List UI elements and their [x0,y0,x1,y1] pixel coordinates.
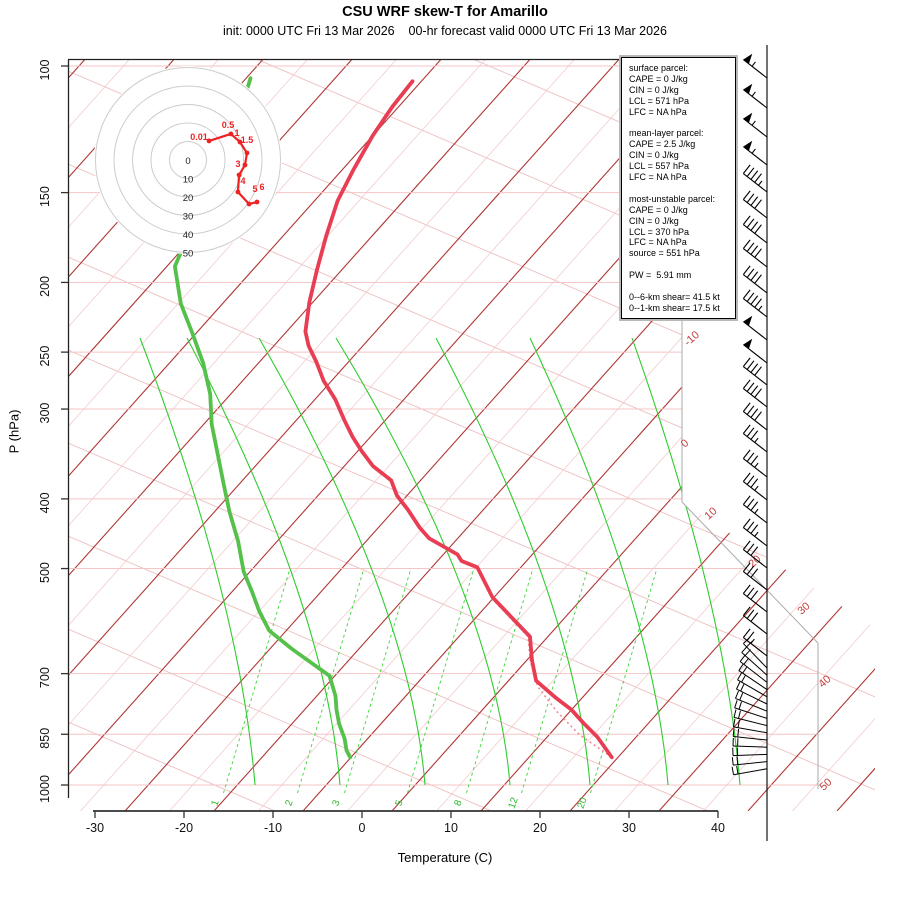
parcel-info-line: 0--6-km shear= 41.5 kt [629,291,720,302]
page-title: CSU WRF skew-T for Amarillo [342,4,548,20]
y-tick-label: 700 [38,667,52,688]
hodograph-trace-point [206,138,212,144]
hodograph-trace-point [254,199,260,205]
y-tick-label: 200 [38,276,52,297]
mixing-ratio-label: 8 [453,798,465,807]
hodograph-trace-point [237,139,243,145]
hodograph-height-label: 1.5 [241,135,254,145]
parcel-info-line: CAPE = 0 J/kg [629,204,688,215]
hodograph-ring-label: 50 [183,249,194,260]
parcel-info-line: 0--1-km shear= 17.5 kt [629,302,720,313]
parcel-info-line: CAPE = 0 J/kg [629,73,688,84]
parcel-info-line: LFC = NA hPa [629,237,687,248]
mixing-ratio-label: 2 [284,798,296,807]
x-axis-title: Temperature (C) [397,850,493,865]
hodograph-height-label: 3 [235,159,240,169]
parcel-trace-curve [490,596,613,758]
parcel-info-line: PW = 5.91 mm [629,270,692,281]
axes [61,65,719,818]
parcel-info-line: LCL = 370 hPa [629,226,689,237]
hodograph-trace-point [246,201,252,207]
y-axis-title: P (hPa) [6,409,22,454]
hodograph-ring-label: 30 [183,212,194,223]
isotherm-label: -10 [682,329,702,349]
hodograph-trace-point [235,189,241,195]
x-tick-label: 0 [359,821,366,835]
parcel-info-line: CIN = 0 J/kg [629,150,679,161]
isotherm-label: 30 [795,600,812,617]
hodograph-height-label: 5 [252,184,257,194]
temperature-curve [303,79,614,760]
hodograph-height-label: 1 [234,128,239,138]
parcel-info-line: CIN = 0 J/kg [629,84,679,95]
parcel-info-line: LFC = NA hPa [629,172,687,183]
x-tick-label: 40 [711,821,725,835]
hodograph-trace-point [242,162,248,168]
hodograph-height-label: 4 [240,176,245,186]
hodograph-ring-label: 20 [183,193,194,204]
x-tick-label: -30 [86,821,104,835]
mixing-ratio-label: 1 [210,798,222,807]
isotherm-label: 50 [817,776,834,793]
isotherm-label: 0 [679,437,692,450]
mixing-ratio-label: 12 [507,796,521,811]
parcel-info-line: CAPE = 2.5 J/kg [629,139,696,150]
hodograph-trace-point [228,131,234,137]
hodograph-ring-label: 0 [185,156,190,167]
isotherm-label: 10 [702,505,719,522]
parcel-info-line: LCL = 571 hPa [629,95,689,106]
y-tick-label: 300 [38,403,52,424]
x-tick-label: -10 [264,821,282,835]
parcel-info-line: CIN = 0 J/kg [629,215,679,226]
hodograph-inset [94,66,282,254]
parcel-info-line [629,281,733,292]
y-tick-label: 400 [38,492,52,513]
parcel-info-line: source = 551 hPa [629,248,700,259]
hodograph-trace-point [236,172,242,178]
hodograph-height-label: 0.5 [222,120,235,130]
plot-borders [67,58,819,812]
mixing-ratio-label: 20 [576,796,590,811]
isotherm-label: 20 [746,553,763,570]
parcel-info-line [629,118,733,129]
parcel-info-line: LCL = 557 hPa [629,161,689,172]
parcel-info-line [629,183,733,194]
y-tick-label: 150 [38,186,52,207]
y-tick-label: 500 [38,562,52,583]
wind-barb-column [731,45,768,841]
y-tick-label: 1000 [38,775,52,803]
y-tick-label: 850 [38,728,52,749]
hodograph-height-label: 6 [259,182,264,192]
hodograph-height-label: 0.01 [190,132,208,142]
parcel-info-panel: surface parcel: CAPE = 0 J/kg CIN = 0 J/kg… [621,57,736,319]
hodograph-ring-label: 40 [183,230,194,241]
parcel-info-line: most-unstable parcel: [629,193,716,204]
x-tick-label: -20 [175,821,193,835]
isotherm-label: 40 [816,673,833,690]
hodograph-trace-point [244,150,250,156]
parcel-info-line: mean-layer parcel: [629,128,704,139]
x-tick-label: 10 [444,821,458,835]
y-tick-label: 100 [38,60,52,81]
parcel-info-line: surface parcel: [629,63,689,73]
parcel-info-line [629,259,733,270]
x-tick-label: 30 [622,821,636,835]
parcel-info-line: LFC = NA hPa [629,106,687,117]
hodograph-ring-label: 10 [183,175,194,186]
mixing-ratio-label: 5 [394,798,406,807]
x-tick-label: 20 [533,821,547,835]
mixing-ratio-label: 3 [331,798,343,807]
y-tick-label: 250 [38,346,52,367]
forecast-subtitle: init: 0000 UTC Fri 13 Mar 2026 00-hr for… [223,24,667,38]
